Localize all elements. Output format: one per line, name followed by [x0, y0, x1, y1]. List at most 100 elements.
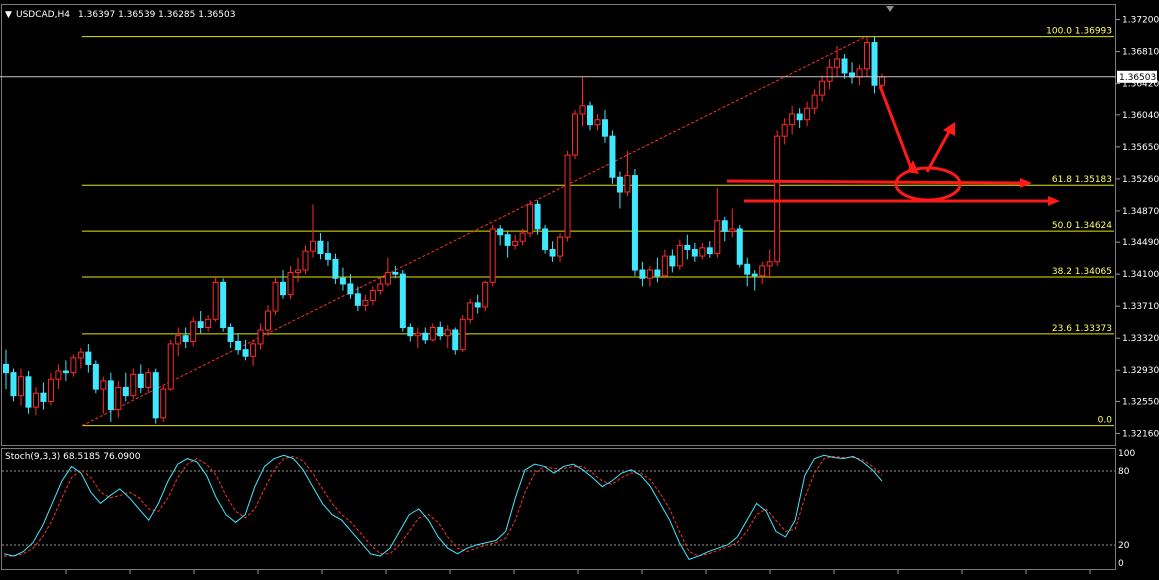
candle-body — [182, 335, 189, 342]
candle-body — [489, 228, 496, 283]
candle-body — [751, 273, 758, 277]
candle-body — [17, 376, 24, 397]
candle-body — [879, 76, 885, 86]
candle-body — [332, 258, 339, 279]
candle-body — [250, 343, 257, 357]
current-price-label: 1.36503 — [1119, 73, 1156, 83]
price-axis[interactable]: 1.37200 1.36810 1.36420 1.36040 1.35650 1.352… — [1116, 16, 1159, 440]
candle-body — [841, 58, 848, 74]
candlestick-series — [3, 36, 885, 424]
candle-body — [669, 255, 676, 267]
candle-body — [295, 269, 301, 273]
candle-body — [309, 240, 316, 252]
candle-body — [661, 255, 668, 277]
candle-body — [70, 357, 77, 374]
candle-body — [190, 321, 197, 342]
candle-body — [482, 281, 489, 308]
candle-body — [317, 240, 324, 255]
candle-body — [497, 228, 504, 236]
candle-body — [474, 302, 481, 308]
candle-body — [706, 247, 713, 255]
price-tick-label: 1.32930 — [1122, 366, 1159, 376]
candle-body — [834, 58, 841, 68]
candle-body — [676, 244, 683, 267]
candle-body — [691, 248, 698, 257]
candle-body — [235, 340, 242, 351]
candle-body — [347, 283, 354, 295]
candle-body — [160, 388, 167, 419]
candle-body — [796, 113, 803, 121]
candle-body — [587, 105, 593, 126]
candle-body — [280, 281, 287, 296]
candle-body — [549, 248, 556, 257]
stoch-main-line — [3, 454, 883, 561]
annotation-arrow-down — [878, 85, 915, 174]
candle-body — [85, 351, 92, 365]
candle-body — [557, 236, 564, 257]
candle-body — [437, 327, 444, 337]
candle-body — [654, 269, 661, 277]
candle-body — [362, 299, 369, 306]
candle-body — [624, 175, 631, 193]
fib-level-label: 50.0 1.34624 — [1052, 221, 1112, 231]
candle-body — [594, 119, 601, 126]
candle-body — [684, 244, 691, 250]
candle-body — [77, 351, 84, 359]
annotation-drawings — [726, 85, 1060, 206]
candle-body — [205, 318, 212, 329]
candle-body — [407, 327, 414, 337]
candle-body — [399, 273, 406, 329]
candle-body — [871, 42, 878, 86]
stoch-level-100-label: 100 — [1118, 449, 1135, 459]
candle-body — [122, 386, 129, 397]
candle-body — [414, 332, 421, 337]
ohlc-readout: 1.36397 1.36539 1.36285 1.36503 — [78, 10, 235, 20]
candle-body — [242, 349, 249, 357]
candle-body — [115, 386, 122, 411]
indicator-title: Stoch(9,3,3) 68.5185 76.0900 — [5, 452, 141, 462]
indicator-panel-frame — [1, 448, 1116, 570]
chart-shift-marker[interactable] — [886, 6, 894, 12]
candle-body — [10, 372, 17, 397]
candle-body — [759, 265, 766, 277]
price-tick-label: 1.36420 — [1122, 80, 1159, 90]
price-tick-label: 1.34490 — [1122, 238, 1159, 248]
fib-level-label: 38.2 1.34065 — [1052, 267, 1112, 277]
current-price-box — [1117, 70, 1157, 83]
fibonacci-retracement[interactable]: 100.0 1.36993 61.8 1.35183 50.0 1.34624 38.… — [82, 27, 1114, 427]
candle-body — [639, 269, 646, 279]
candle-body — [167, 343, 174, 390]
candle-body — [804, 107, 811, 121]
candle-body — [3, 363, 9, 374]
candle-body — [47, 378, 54, 402]
candle-body — [527, 203, 534, 234]
candle-body — [721, 220, 728, 232]
fib-level-label: 0.0 — [1098, 416, 1113, 426]
candle-body — [429, 327, 436, 341]
candle-body — [646, 269, 653, 279]
candle-body — [25, 376, 32, 408]
candle-body — [212, 281, 219, 320]
price-tick-label: 1.33710 — [1122, 302, 1159, 312]
candle-body — [444, 329, 451, 337]
chart-menu-arrow-icon[interactable]: ▼ — [5, 10, 12, 20]
candle-body — [392, 271, 399, 275]
candle-body — [467, 302, 474, 320]
fibonacci-trend-line[interactable] — [81, 36, 867, 427]
candle-body — [137, 373, 144, 388]
candle-body — [631, 175, 638, 271]
price-tick-label: 1.37200 — [1122, 16, 1159, 26]
candle-body — [699, 247, 706, 257]
candle-body — [819, 80, 826, 96]
candle-body — [339, 277, 346, 285]
candle-body — [616, 176, 623, 193]
candle-body — [220, 281, 227, 329]
stoch-level-80-label: 80 — [1118, 467, 1130, 477]
candle-body — [512, 240, 519, 246]
candle-body — [766, 261, 773, 267]
candle-body — [519, 232, 526, 242]
candle-body — [774, 135, 781, 263]
